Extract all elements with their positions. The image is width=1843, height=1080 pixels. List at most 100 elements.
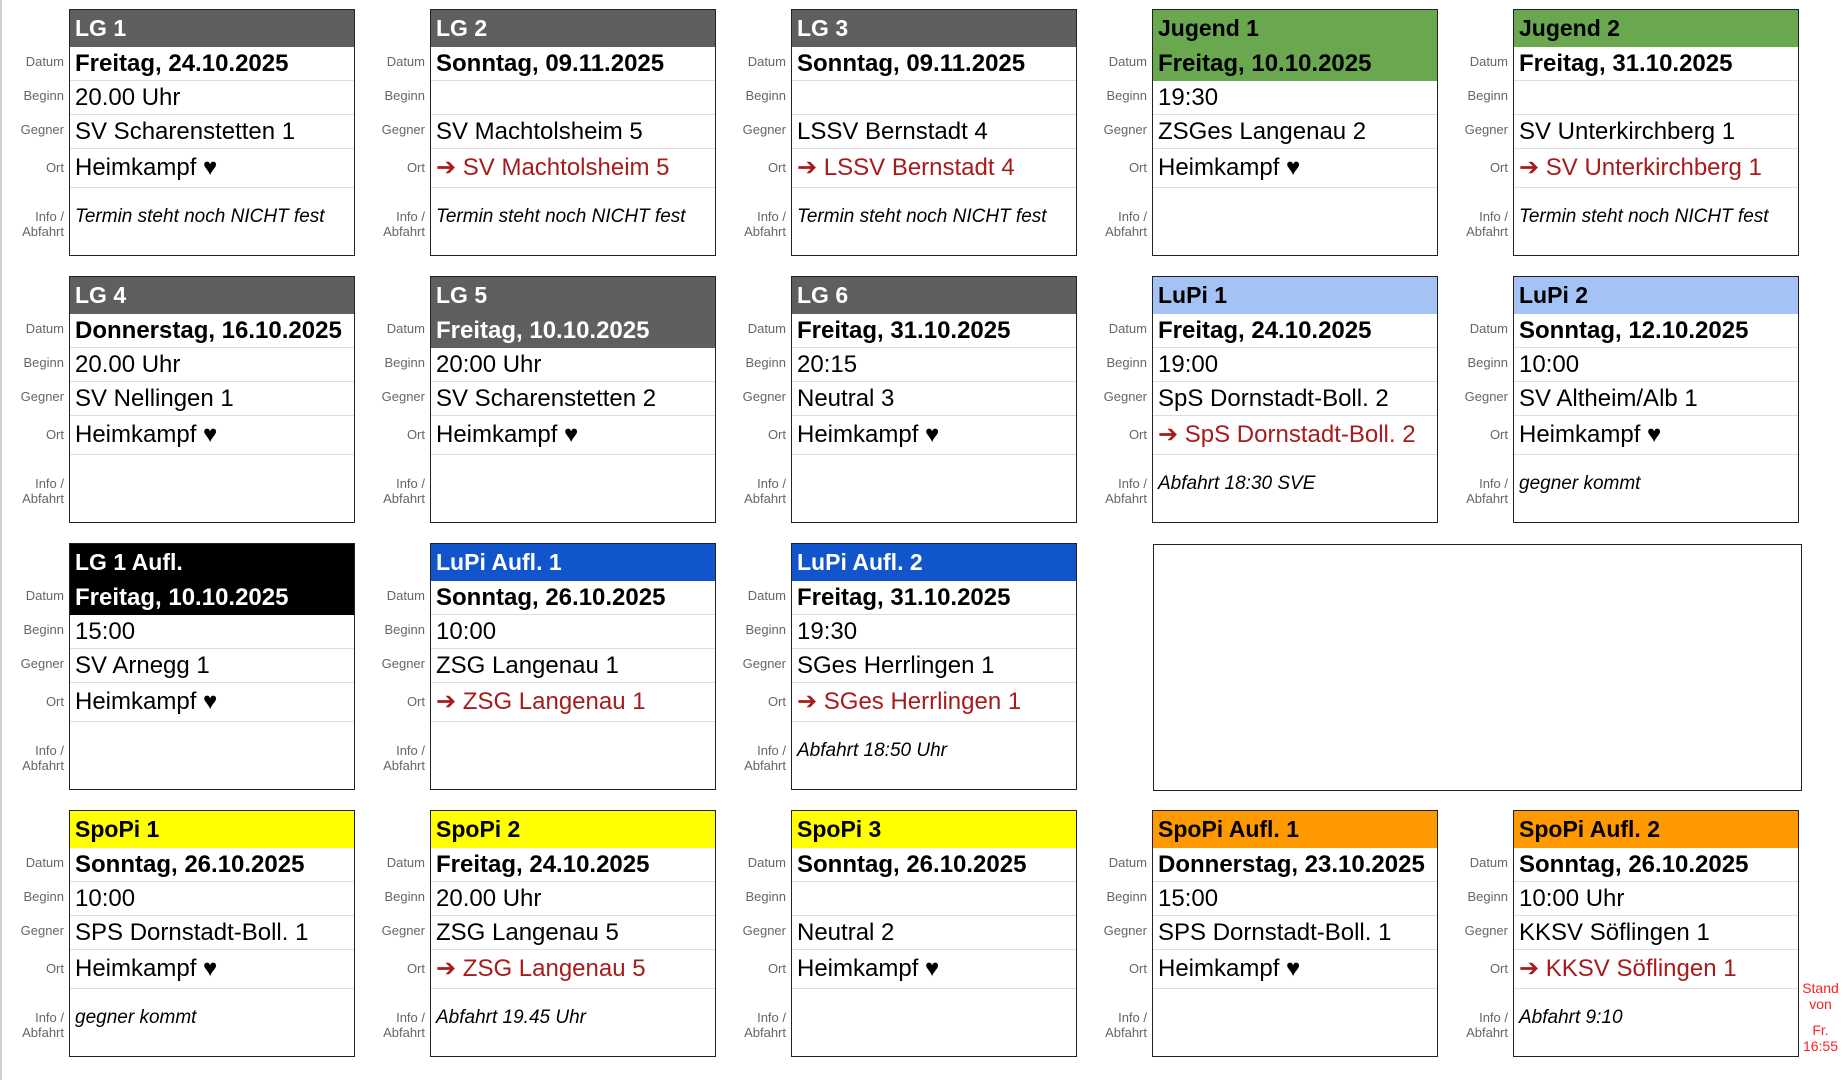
match-card-slot: Datum Beginn Gegner Ort Info / Abfahrt LG 1 Au… <box>0 543 355 791</box>
label-abfahrt: Abfahrt <box>1105 224 1147 239</box>
match-card: LG 3 Sonntag, 09.11.2025 LSSV Bernstadt 4 ➔… <box>791 9 1077 256</box>
label-gegner: Gegner <box>742 923 786 938</box>
match-date: Sonntag, 09.11.2025 <box>792 47 1076 81</box>
label-ort: Ort <box>45 427 64 442</box>
team-header: SpoPi 3 <box>792 811 1076 848</box>
label-gegner: Gegner <box>742 122 786 137</box>
opponent: SV Unterkirchberg 1 <box>1514 115 1798 149</box>
label-info: Info / <box>1479 476 1508 491</box>
label-datum: Datum <box>386 321 425 336</box>
venue: Heimkampf ♥ <box>1514 416 1798 455</box>
start-time: 20.00 Uhr <box>431 882 715 916</box>
start-time: 20.00 Uhr <box>70 81 354 115</box>
match-date: Freitag, 10.10.2025 <box>1153 47 1437 81</box>
label-ort: Ort <box>1128 961 1147 976</box>
match-card-slot: Datum Beginn Gegner Ort Info / Abfahrt LG 5 Fre… <box>361 276 716 524</box>
match-card: LG 1 Freitag, 24.10.2025 20.00 Uhr SV Schar… <box>69 9 355 256</box>
label-ort: Ort <box>767 160 786 175</box>
team-header: SpoPi Aufl. 2 <box>1514 811 1798 848</box>
match-date: Sonntag, 26.10.2025 <box>792 848 1076 882</box>
label-gegner: Gegner <box>742 656 786 671</box>
row-labels: Datum Beginn Gegner Ort Info / Abfahrt <box>0 276 64 524</box>
label-info: Info / <box>757 476 786 491</box>
label-info: Info / <box>757 743 786 758</box>
info-text: Termin steht noch NICHT fest <box>436 206 686 227</box>
label-ort: Ort <box>45 694 64 709</box>
stand-line3: Fr. <box>1812 1022 1829 1038</box>
label-beginn: Beginn <box>1106 889 1147 904</box>
venue: ➔ ZSG Langenau 5 <box>431 950 715 989</box>
row-labels: Datum Beginn Gegner Ort Info / Abfahrt <box>1083 9 1147 257</box>
match-date: Freitag, 10.10.2025 <box>70 581 354 615</box>
match-date: Freitag, 10.10.2025 <box>431 314 715 348</box>
match-date: Sonntag, 09.11.2025 <box>431 47 715 81</box>
stand-line2: von <box>1809 996 1832 1012</box>
label-ort: Ort <box>406 427 425 442</box>
match-card-slot: Datum Beginn Gegner Ort Info / Abfahrt LuPi Au… <box>361 543 716 791</box>
opponent: ZSG Langenau 5 <box>431 916 715 950</box>
match-card-slot: Datum Beginn Gegner Ort Info / Abfahrt Jugend … <box>1444 9 1799 257</box>
match-card-slot: Datum Beginn Gegner Ort Info / Abfahrt SpoPi A… <box>1083 810 1438 1058</box>
venue: ➔ LSSV Bernstadt 4 <box>792 149 1076 188</box>
match-card-slot: Datum Beginn Gegner Ort Info / Abfahrt LuPi Au… <box>722 543 1077 791</box>
match-date: Freitag, 31.10.2025 <box>792 314 1076 348</box>
opponent: SpS Dornstadt-Boll. 2 <box>1153 382 1437 416</box>
stand-line1: Stand <box>1802 980 1839 996</box>
label-beginn: Beginn <box>23 889 64 904</box>
opponent: SPS Dornstadt-Boll. 1 <box>70 916 354 950</box>
venue: Heimkampf ♥ <box>792 950 1076 989</box>
opponent: Neutral 3 <box>792 382 1076 416</box>
label-datum: Datum <box>25 855 64 870</box>
match-card: LuPi 2 Sonntag, 12.10.2025 10:00 SV Altheim… <box>1513 276 1799 523</box>
opponent: LSSV Bernstadt 4 <box>792 115 1076 149</box>
label-datum: Datum <box>1108 855 1147 870</box>
venue: Heimkampf ♥ <box>70 416 354 455</box>
match-card-slot: Datum Beginn Gegner Ort Info / Abfahrt SpoPi 3… <box>722 810 1077 1058</box>
opponent: SV Nellingen 1 <box>70 382 354 416</box>
label-ort: Ort <box>1489 961 1508 976</box>
label-abfahrt: Abfahrt <box>744 491 786 506</box>
team-header: LG 1 Aufl. <box>70 544 354 581</box>
label-beginn: Beginn <box>745 889 786 904</box>
match-card: LuPi Aufl. 2 Freitag, 31.10.2025 19:30 SGes… <box>791 543 1077 790</box>
label-beginn: Beginn <box>384 355 425 370</box>
label-beginn: Beginn <box>384 622 425 637</box>
label-info: Info / <box>396 209 425 224</box>
venue: Heimkampf ♥ <box>70 950 354 989</box>
label-gegner: Gegner <box>381 656 425 671</box>
label-ort: Ort <box>406 961 425 976</box>
info-text <box>1153 202 1437 232</box>
label-beginn: Beginn <box>1106 355 1147 370</box>
label-abfahrt: Abfahrt <box>1466 1025 1508 1040</box>
opponent: SV Scharenstetten 1 <box>70 115 354 149</box>
label-datum: Datum <box>1469 321 1508 336</box>
label-ort: Ort <box>406 694 425 709</box>
info-text: Abfahrt 18:50 Uhr <box>797 740 947 761</box>
team-header: SpoPi 2 <box>431 811 715 848</box>
label-beginn: Beginn <box>1467 355 1508 370</box>
label-ort: Ort <box>767 427 786 442</box>
info-text <box>431 736 715 766</box>
label-abfahrt: Abfahrt <box>383 224 425 239</box>
venue: ➔ SV Machtolsheim 5 <box>431 149 715 188</box>
label-abfahrt: Abfahrt <box>1466 224 1508 239</box>
match-date: Freitag, 24.10.2025 <box>70 47 354 81</box>
label-abfahrt: Abfahrt <box>22 1025 64 1040</box>
opponent: KKSV Söflingen 1 <box>1514 916 1798 950</box>
label-ort: Ort <box>1128 160 1147 175</box>
label-beginn: Beginn <box>745 622 786 637</box>
match-card-slot: Datum Beginn Gegner Ort Info / Abfahrt SpoPi 2… <box>361 810 716 1058</box>
info-text: Abfahrt 9:10 <box>1519 1007 1623 1028</box>
venue: Heimkampf ♥ <box>70 683 354 722</box>
match-date: Donnerstag, 16.10.2025 <box>70 314 354 348</box>
row-labels: Datum Beginn Gegner Ort Info / Abfahrt <box>722 276 786 524</box>
label-ort: Ort <box>1128 427 1147 442</box>
match-card: LG 6 Freitag, 31.10.2025 20:15 Neutral 3 Hei… <box>791 276 1077 523</box>
start-time: 15:00 <box>1153 882 1437 916</box>
label-datum: Datum <box>1108 321 1147 336</box>
row-labels: Datum Beginn Gegner Ort Info / Abfahrt <box>1444 810 1508 1058</box>
team-header: LG 6 <box>792 277 1076 314</box>
label-datum: Datum <box>747 855 786 870</box>
match-card-slot: Datum Beginn Gegner Ort Info / Abfahrt LG 4 Don… <box>0 276 355 524</box>
